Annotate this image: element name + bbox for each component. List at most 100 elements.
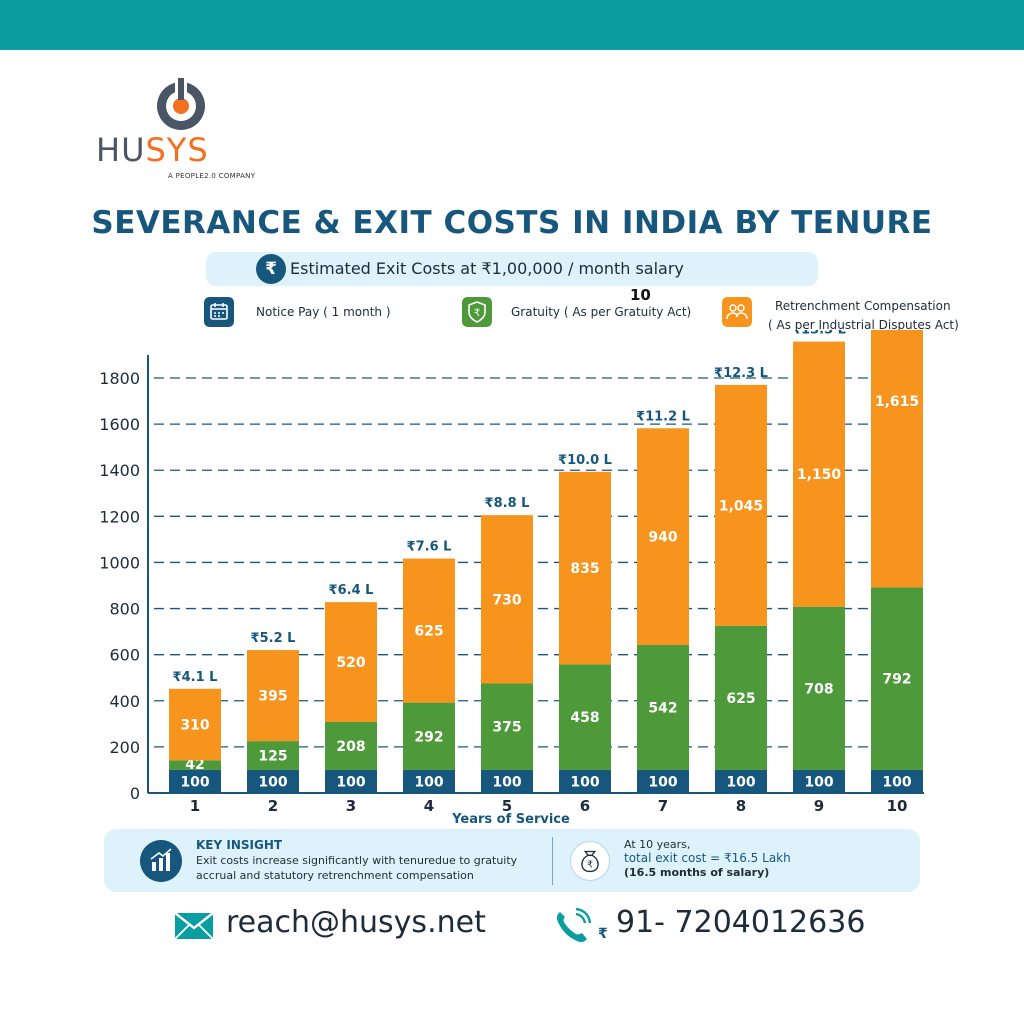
x-tick-label: 10 (887, 797, 908, 815)
bar-value-label: 100 (336, 774, 365, 790)
y-tick-label: 200 (109, 738, 140, 757)
bar-value-label: 125 (258, 749, 287, 765)
contact-email[interactable]: reach@husys.net (226, 905, 486, 940)
logo-hu: HU (96, 131, 146, 169)
bar-total-label: ₹5.2 L (251, 631, 296, 646)
y-tick-label: 1200 (99, 507, 140, 526)
bar-total-label: ₹6.4 L (329, 583, 374, 598)
bar-segment-retrenchment (325, 602, 377, 722)
legend-gratuity-label: Gratuity ( As per Gratuity Act) (511, 305, 692, 319)
x-tick-label: 5 (502, 797, 512, 815)
logo-mark-icon (157, 76, 205, 130)
legend-retrenchment-label: Retrenchment Compensation (775, 299, 951, 313)
y-tick-label: 600 (109, 646, 140, 665)
y-tick-label: 1800 (99, 369, 140, 388)
people-icon (722, 297, 752, 327)
y-tick-label: 1000 (99, 553, 140, 572)
bar-chart-icon (140, 840, 182, 882)
top-banner (0, 0, 1024, 50)
rupee-icon: ₹ (256, 254, 286, 284)
bar-value-label: 625 (726, 691, 755, 707)
bar-value-label: 310 (180, 718, 209, 734)
bar-total-label: ₹7.6 L (407, 540, 452, 555)
bar-value-label: 100 (414, 774, 443, 790)
bar-value-label: 100 (570, 774, 599, 790)
insight-divider (552, 837, 553, 885)
bar-value-label: 1,150 (797, 467, 842, 483)
bar-value-label: 835 (570, 561, 599, 577)
logo-tagline: A PEOPLE2.0 COMPANY (168, 172, 256, 180)
y-tick-label: 800 (109, 600, 140, 619)
y-tick-label: 1600 (99, 415, 140, 434)
x-tick-label: 3 (346, 797, 356, 815)
bar-segment-retrenchment (637, 428, 689, 645)
bar-total-label: ₹11.2 L (636, 409, 690, 424)
bar-segment-notice-pay (793, 769, 845, 793)
legend-stray-number: 10 (630, 286, 651, 304)
bar-segment-retrenchment (871, 330, 923, 588)
bar-segment-gratuity (637, 644, 689, 770)
page-title: SEVERANCE & EXIT COSTS IN INDIA BY TENUR… (91, 205, 933, 241)
bar-total-label: ₹10.0 L (558, 453, 612, 468)
bar-segment-retrenchment (793, 341, 845, 607)
bar-segment-notice-pay (871, 769, 923, 793)
bar-value-label: 100 (882, 774, 911, 790)
bar-segment-notice-pay (715, 769, 767, 793)
bar-segment-notice-pay (325, 769, 377, 793)
bar-value-label: 1,615 (875, 394, 919, 410)
bar-value-label: 100 (804, 774, 833, 790)
bar-segment-gratuity (715, 625, 767, 770)
legend-notice-pay-label: Notice Pay ( 1 month ) (256, 305, 391, 319)
phone-icon (556, 908, 592, 943)
calendar-icon (204, 297, 234, 327)
bar-segment-gratuity (871, 587, 923, 770)
x-tick-label: 7 (658, 797, 668, 815)
bar-value-label: 625 (414, 624, 443, 640)
x-tick-label: 6 (580, 797, 590, 815)
insight-title: KEY INSIGHT (196, 838, 283, 852)
bar-value-label: 100 (648, 774, 677, 790)
bar-value-label: 520 (336, 655, 365, 671)
bar-value-label: 395 (258, 689, 287, 705)
bar-segment-gratuity (559, 664, 611, 770)
bar-segment-retrenchment (481, 515, 533, 684)
bar-total-label: ₹4.1 L (173, 670, 218, 685)
bar-segment-gratuity (169, 760, 221, 770)
x-tick-label: 2 (268, 797, 278, 815)
y-tick-label: 400 (109, 692, 140, 711)
bar-value-label: 730 (492, 592, 521, 608)
bar-value-label: 375 (492, 720, 521, 736)
mail-icon (174, 912, 214, 940)
legend-retrenchment-sublabel: ( As per Industrial Disputes Act) (768, 318, 959, 332)
y-tick-label: 0 (130, 784, 140, 803)
x-axis-title: Years of Service (451, 812, 570, 827)
bar-value-label: 100 (180, 774, 209, 790)
bar-segment-notice-pay (637, 769, 689, 793)
bar-value-label: 100 (492, 774, 521, 790)
bar-segment-retrenchment (559, 471, 611, 665)
insight-side-line3: (16.5 months of salary) (624, 866, 770, 879)
bar-value-label: 208 (336, 739, 365, 755)
insight-text: Exit costs increase significantly with t… (196, 854, 518, 882)
key-insight-panel: KEY INSIGHT Exit costs increase signific… (104, 829, 920, 892)
stacked-bar-chart: 0200400600800100012001400160018001004231… (99, 330, 924, 827)
subtitle-text: Estimated Exit Costs at ₹1,00,000 / mont… (290, 259, 684, 278)
bar-segment-gratuity (325, 721, 377, 770)
bar-segment-notice-pay (169, 769, 221, 793)
bar-value-label: 100 (726, 774, 755, 790)
bar-value-label: 458 (570, 710, 599, 726)
husys-logo: HUSYS A PEOPLE2.0 COMPANY (96, 76, 266, 186)
contact-phone[interactable]: 91- 7204012636 (616, 905, 866, 940)
bar-segment-notice-pay (559, 769, 611, 793)
bar-segment-retrenchment (403, 558, 455, 703)
bar-value-label: 100 (258, 774, 287, 790)
bar-value-label: 792 (882, 672, 911, 688)
bar-value-label: 542 (648, 700, 677, 716)
bar-segment-gratuity (403, 702, 455, 770)
bar-segment-retrenchment (169, 688, 221, 761)
bar-segment-gratuity (793, 606, 845, 770)
bar-segment-notice-pay (481, 769, 533, 793)
x-tick-label: 4 (424, 797, 434, 815)
insight-side-line2: total exit cost = ₹16.5 Lakh (624, 851, 791, 865)
insight-side-line1: At 10 years, (624, 838, 691, 851)
